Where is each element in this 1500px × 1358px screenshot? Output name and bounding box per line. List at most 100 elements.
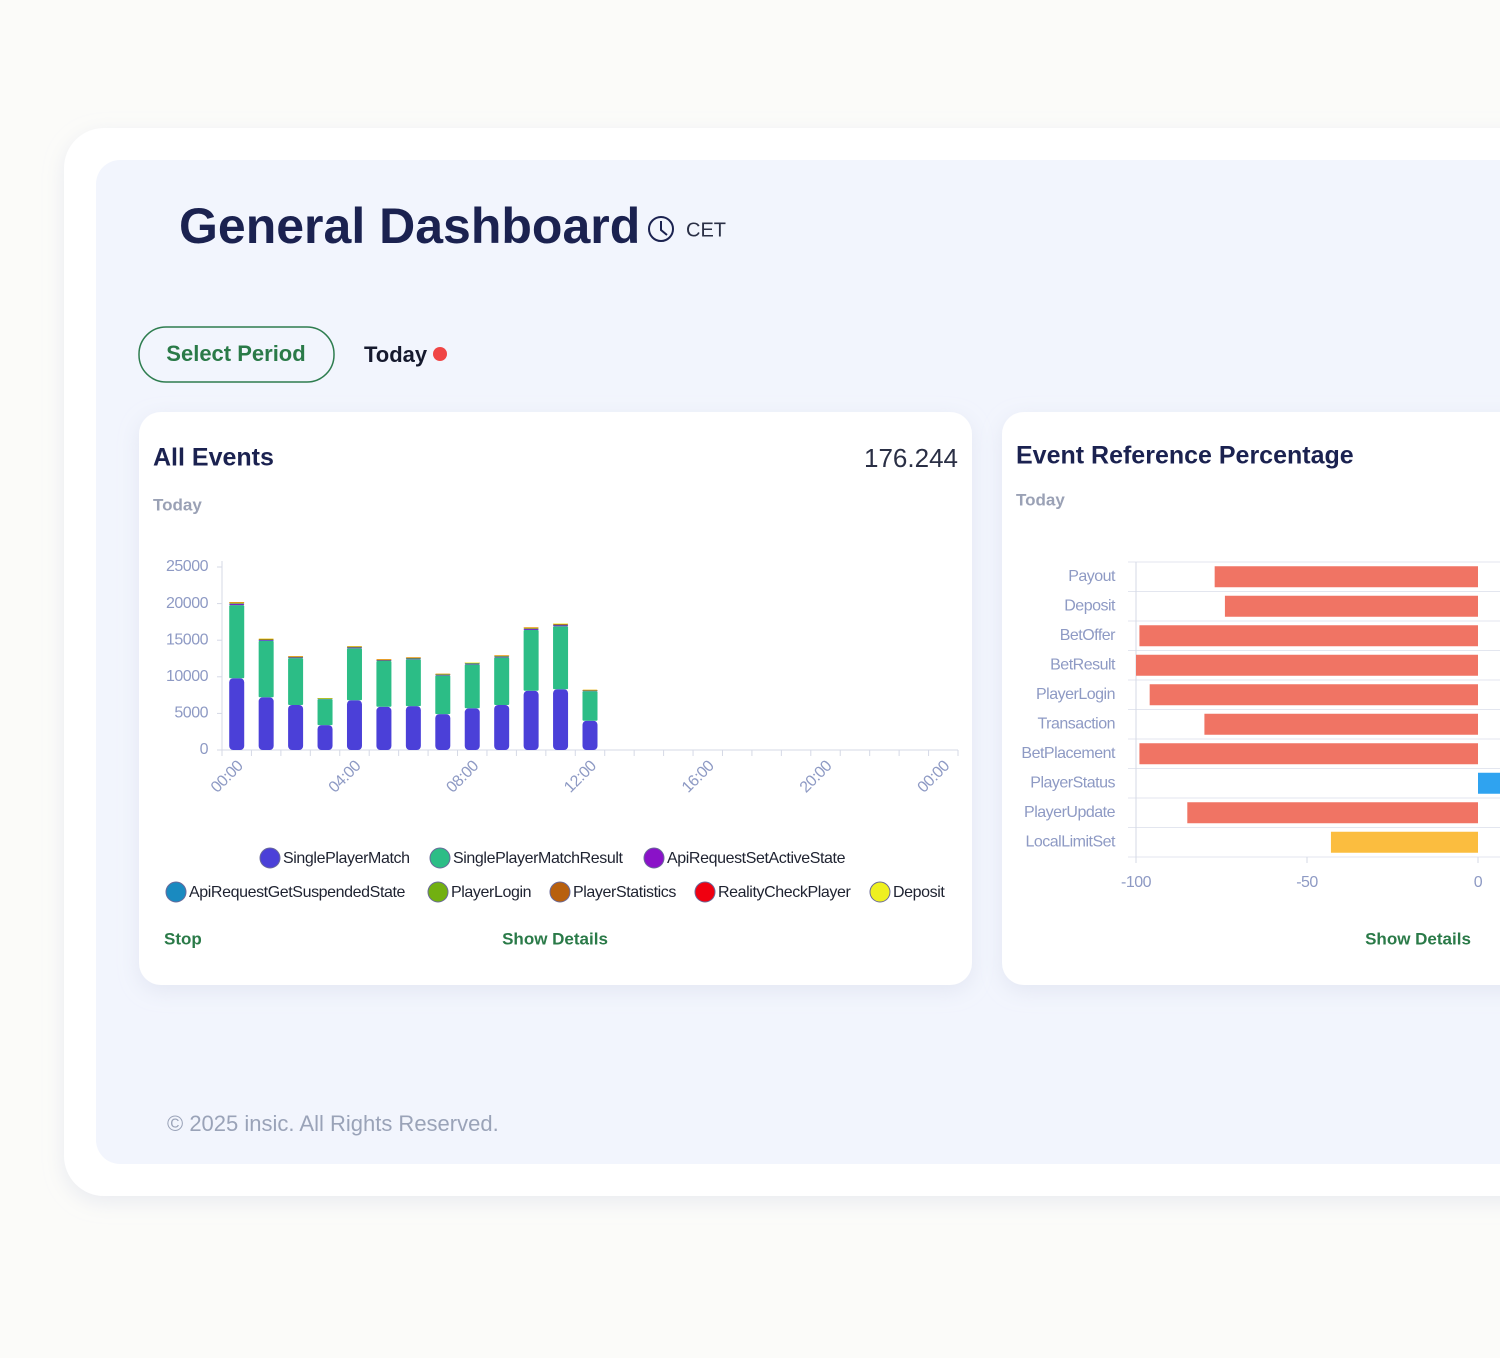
y-tick-label: PlayerStatus	[1030, 774, 1115, 791]
bar-segment	[288, 656, 304, 658]
x-tick-label: 0	[1474, 874, 1483, 891]
legend-label: ApiRequestGetSuspendedState	[189, 884, 406, 901]
bar	[1478, 772, 1500, 794]
bar-segment	[464, 662, 480, 663]
bar-segment	[523, 628, 539, 629]
bar-segment	[376, 659, 392, 660]
card-total: 176.244	[864, 443, 958, 473]
legend-swatch	[643, 847, 665, 869]
bar-segment	[288, 656, 304, 657]
y-tick-label: 10000	[166, 668, 209, 685]
bar-segment	[229, 605, 245, 679]
y-tick-label: Transaction	[1038, 715, 1116, 732]
bar-segment	[553, 624, 569, 626]
y-tick-label: PlayerLogin	[1036, 686, 1115, 703]
bar-segment	[229, 603, 245, 606]
bar-segment	[405, 657, 421, 658]
bar-segment	[317, 697, 333, 699]
bar-segment	[346, 645, 362, 647]
bar	[1139, 625, 1478, 647]
card-title: Event Reference Percentage	[1016, 442, 1354, 470]
legend-swatch	[427, 881, 449, 903]
bar-segment	[376, 706, 392, 750]
period-label: Today	[364, 342, 428, 367]
x-tick-label: -100	[1121, 874, 1152, 891]
bar-segment	[582, 720, 598, 750]
live-dot	[433, 347, 447, 361]
clock-icon	[648, 216, 674, 242]
legend-label: PlayerLogin	[451, 884, 531, 901]
bar	[1149, 684, 1478, 706]
y-tick-label: 5000	[174, 705, 208, 722]
y-tick-label: BetResult	[1050, 656, 1116, 673]
y-tick-label: BetOffer	[1060, 627, 1116, 644]
bar-segment	[346, 700, 362, 750]
bar	[1187, 802, 1478, 824]
legend-label: RealityCheckPlayer	[718, 884, 851, 901]
bar-segment	[523, 627, 539, 628]
bar-segment	[553, 625, 569, 627]
legend-label: Deposit	[893, 884, 945, 901]
bar-segment	[405, 658, 421, 659]
select-period-button[interactable]: Select Period	[138, 326, 335, 383]
y-tick-label: Payout	[1068, 568, 1116, 585]
bar-segment	[376, 661, 392, 707]
bar-segment	[288, 658, 304, 705]
bar-segment	[258, 638, 274, 640]
card-title: All Events	[153, 444, 274, 472]
legend-label: SinglePlayerMatchResult	[453, 850, 624, 867]
show-details-button[interactable]: Show Details	[1365, 929, 1471, 948]
legend-label: PlayerStatistics	[573, 884, 676, 901]
y-tick-label: BetPlacement	[1021, 745, 1116, 762]
bar-segment	[523, 629, 539, 630]
timezone: CET	[686, 219, 726, 241]
legend-label: SinglePlayerMatch	[283, 850, 410, 867]
stop-button[interactable]: Stop	[164, 929, 202, 948]
bar-segment	[494, 655, 510, 656]
bar	[1136, 654, 1478, 676]
bar-segment	[553, 623, 569, 625]
bar-segment	[229, 601, 245, 603]
bar	[1204, 713, 1478, 735]
bar-segment	[258, 640, 274, 698]
y-tick-label: Deposit	[1064, 597, 1116, 614]
bar	[1330, 831, 1478, 853]
bar-segment	[229, 603, 245, 604]
bar-segment	[494, 657, 510, 705]
bar-segment	[376, 659, 392, 661]
bar	[1224, 595, 1478, 617]
bar-segment	[317, 699, 333, 726]
bar-segment	[258, 639, 274, 641]
x-tick-label: -50	[1296, 874, 1318, 891]
button-label[interactable]: Select Period	[166, 341, 305, 366]
card-subtitle: Today	[1016, 490, 1065, 509]
y-tick-label: 15000	[166, 631, 209, 648]
bar-segment	[346, 646, 362, 648]
bar-segment	[582, 689, 598, 691]
legend-swatch	[429, 847, 451, 869]
bar-segment	[435, 714, 451, 750]
bar-segment	[464, 708, 480, 750]
legend-swatch	[259, 847, 281, 869]
button-outline[interactable]	[138, 326, 335, 383]
bar-segment	[229, 603, 245, 605]
legend-swatch	[869, 881, 891, 903]
page-title: General Dashboard	[179, 198, 640, 254]
legend-swatch	[694, 881, 716, 903]
footer: © 2025 insic. All Rights Reserved.	[167, 1111, 499, 1136]
bar-segment	[523, 629, 539, 691]
y-tick-label: 20000	[166, 595, 209, 612]
bar-segment	[258, 697, 274, 750]
bar	[1214, 566, 1478, 588]
legend-swatch	[165, 881, 187, 903]
legend-label: ApiRequestSetActiveState	[667, 850, 846, 867]
show-details-button[interactable]: Show Details	[502, 929, 608, 948]
bar-segment	[317, 725, 333, 750]
bar-segment	[494, 704, 510, 750]
y-tick-label: PlayerUpdate	[1024, 804, 1116, 821]
card-subtitle: Today	[153, 495, 202, 514]
bar-segment	[494, 656, 510, 657]
y-tick-label: 25000	[166, 558, 209, 575]
